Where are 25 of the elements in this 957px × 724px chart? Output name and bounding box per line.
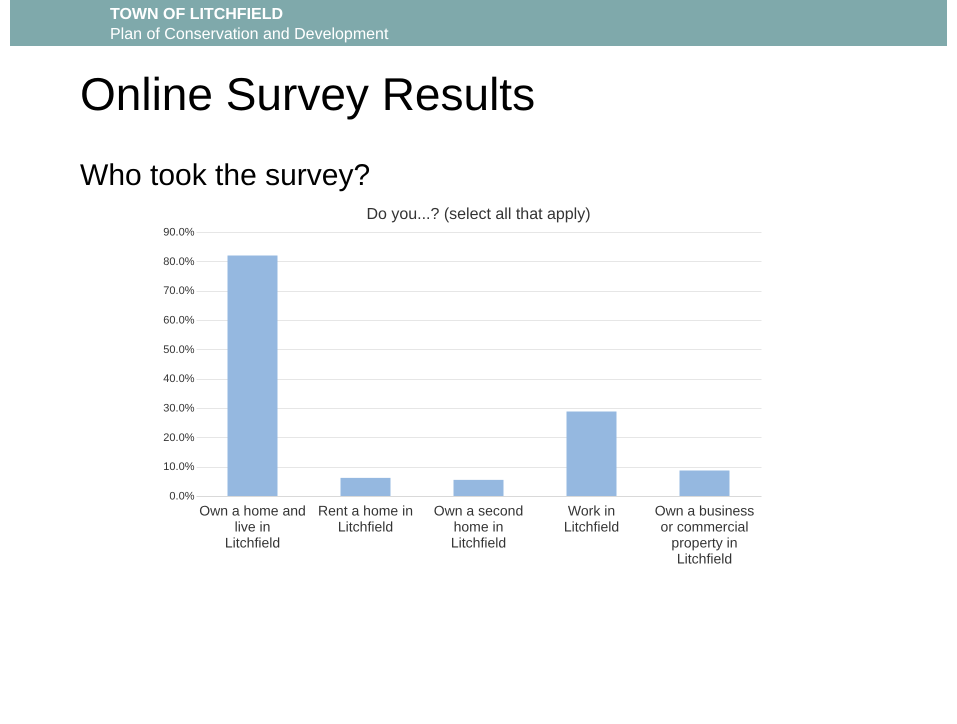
x-tick-label: Own a business or commercial property in Litchfield (654, 502, 754, 566)
bar (228, 255, 278, 496)
x-tick-label: Work in Litchfield (564, 502, 620, 534)
y-tick-label: 0.0% (169, 490, 195, 502)
text: Do you...? (select all that apply) (366, 206, 591, 223)
bar (340, 478, 390, 496)
text: Plan of Conservation and Development (110, 26, 389, 43)
y-tick-label: 90.0% (163, 226, 195, 238)
x-tick-label: Own a home and live in Litchfield (199, 502, 306, 550)
y-tick-label: 10.0% (163, 461, 195, 474)
bar (566, 412, 616, 496)
y-tick-label: 70.0% (163, 285, 195, 298)
text: TOWN OF LITCHFIELD (110, 6, 284, 23)
y-tick-label: 20.0% (163, 432, 195, 444)
y-tick-label: 30.0% (163, 402, 195, 414)
x-tick-label: Own a second home in Litchfield (434, 502, 524, 550)
y-tick-label: 50.0% (163, 344, 195, 356)
y-tick-label: 40.0% (163, 373, 195, 386)
bar (680, 470, 730, 496)
bar (454, 480, 504, 496)
y-tick-label: 60.0% (163, 314, 195, 326)
y-tick-label: 80.0% (163, 256, 195, 268)
chart-title: Online Survey Results (80, 68, 536, 120)
chart-subtitle: Who took the survey? (80, 159, 370, 192)
x-tick-label: Rent a home in Litchfield (318, 502, 413, 534)
